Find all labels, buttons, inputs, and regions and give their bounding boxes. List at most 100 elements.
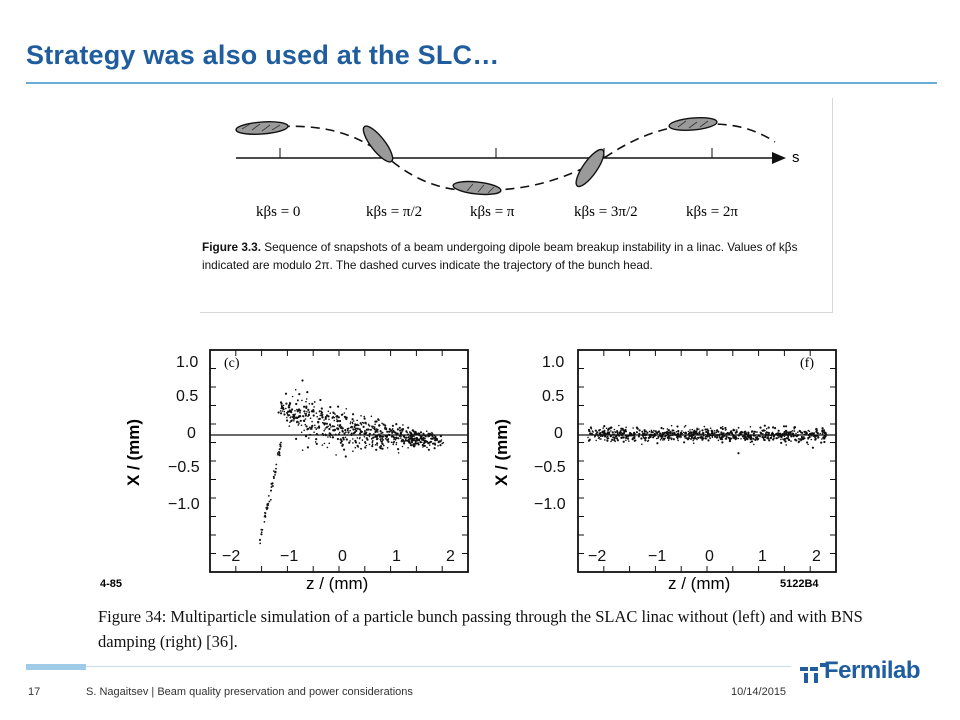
scatter-point	[356, 427, 359, 430]
scatter-point	[307, 408, 310, 411]
scatter-point	[752, 434, 754, 436]
scatter-point	[695, 430, 698, 433]
scatter-point	[359, 436, 361, 439]
scatter-point	[344, 436, 347, 439]
scatter-point	[259, 539, 261, 542]
scatter-point	[777, 434, 780, 437]
scatter-point	[332, 429, 335, 432]
scatter-point	[305, 425, 308, 428]
scatter-point	[744, 432, 746, 434]
scatter-point	[307, 413, 310, 416]
scatter-point	[411, 433, 414, 436]
scatter-point	[791, 430, 794, 432]
scatter-point	[284, 392, 288, 395]
scatter-point	[641, 434, 644, 437]
scatter-point	[278, 454, 281, 457]
scatter-point	[762, 430, 764, 432]
scatter-point	[417, 443, 420, 446]
scatter-point	[699, 430, 701, 432]
scatter-point	[645, 437, 648, 439]
scatter-point	[336, 419, 340, 423]
scatter-point	[303, 405, 306, 408]
scatter-point	[718, 434, 720, 436]
scatter-point	[689, 438, 692, 440]
scatter-point	[754, 438, 757, 441]
scatter-point	[803, 433, 805, 436]
scatter-point	[288, 404, 290, 407]
scatter-point	[308, 411, 311, 414]
scatter-point	[272, 485, 274, 487]
scatter-point	[606, 440, 609, 442]
scatter-point	[725, 437, 727, 440]
scatter-point	[309, 417, 312, 419]
scatter-point	[811, 446, 815, 449]
scatter-point	[360, 447, 362, 450]
scatter-point	[425, 430, 428, 432]
scatter-point	[399, 432, 402, 435]
scatter-point	[352, 442, 354, 444]
scatter-point	[685, 437, 688, 440]
scatter-point	[626, 435, 629, 438]
scatter-point	[606, 435, 609, 438]
scatter-point	[718, 435, 721, 437]
scatter-point	[271, 482, 274, 485]
scatter-point	[783, 435, 786, 438]
scatter-point	[417, 442, 420, 445]
scatter-point	[625, 439, 627, 442]
scatter-point	[784, 429, 788, 432]
scatter-point	[407, 426, 410, 429]
scatter-point	[707, 433, 709, 435]
scatter-point	[323, 422, 326, 425]
scatter-point	[616, 429, 618, 432]
scatter-point	[374, 423, 376, 426]
scatter-point	[315, 428, 318, 430]
scatter-point	[598, 432, 601, 435]
scatter-point	[749, 435, 753, 438]
scatter-point	[637, 435, 641, 438]
scatter-point	[645, 430, 648, 433]
scatter-point	[598, 429, 601, 432]
scatter-point	[740, 438, 742, 440]
scatter-point	[710, 432, 713, 435]
scatter-point	[698, 431, 701, 434]
scatter-point	[703, 425, 706, 428]
scatter-point	[690, 436, 694, 439]
scatter-point	[382, 423, 385, 426]
scatter-point	[708, 435, 711, 438]
scatter-point	[292, 417, 296, 420]
scatter-point	[611, 431, 614, 434]
scatter-point	[676, 425, 679, 428]
scatter-point	[718, 436, 721, 439]
scatter-point	[680, 435, 682, 438]
scatter-point	[806, 441, 809, 444]
scatter-point	[756, 431, 758, 433]
scatter-point	[349, 421, 352, 423]
scatter-point	[395, 432, 398, 435]
scatter-point	[306, 391, 309, 394]
scatter-point	[787, 433, 790, 435]
scatter-point	[608, 433, 611, 436]
scatter-point	[410, 438, 412, 440]
scatter-point	[431, 434, 434, 437]
scatter-point	[288, 425, 291, 427]
scatter-point	[288, 414, 291, 416]
scatter-point	[785, 433, 788, 436]
scatter-point	[692, 432, 695, 436]
scatter-point	[412, 437, 415, 440]
scatter-point	[382, 438, 384, 441]
scatter-point	[323, 419, 325, 421]
scatter-point	[299, 411, 301, 414]
scatter-point	[773, 437, 775, 440]
scatter-point	[820, 441, 823, 444]
scatter-point	[667, 436, 671, 439]
scatter-point	[286, 411, 289, 414]
scatter-point	[311, 402, 314, 405]
scatter-point	[704, 433, 707, 436]
scatter-point	[289, 401, 291, 404]
scatter-point	[811, 435, 813, 437]
scatter-point	[759, 426, 762, 429]
scatter-point	[418, 434, 420, 436]
left-ytick-1: 1.0	[176, 354, 199, 371]
scatter-point	[345, 438, 348, 441]
scatter-point	[359, 422, 362, 425]
